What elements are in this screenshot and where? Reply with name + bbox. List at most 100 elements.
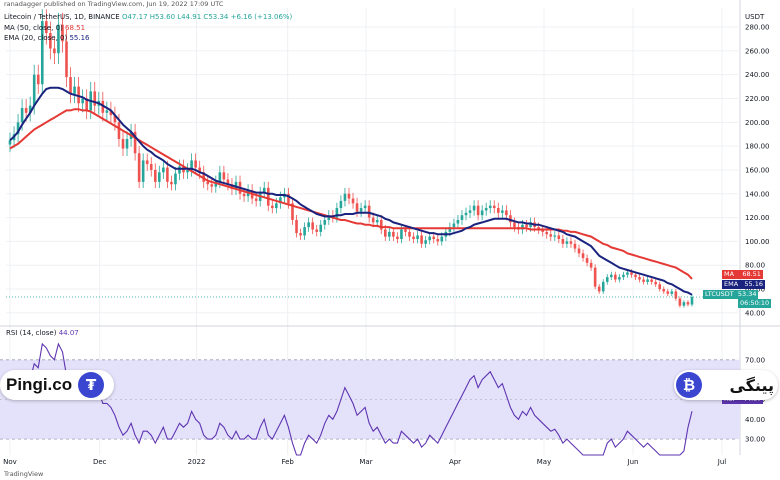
candle-body	[505, 210, 508, 216]
candle-body	[190, 160, 193, 170]
candle-body	[448, 227, 452, 232]
candle-body	[343, 193, 347, 201]
tether-icon: ₮	[78, 372, 105, 398]
candle-body	[634, 274, 637, 278]
candle-body	[662, 289, 666, 292]
price-tick-label: 160.00	[745, 166, 770, 174]
candle-body	[158, 172, 161, 182]
candle-body	[24, 108, 28, 113]
candle-body	[682, 302, 686, 306]
candle-body	[287, 193, 290, 204]
candle-body	[476, 205, 480, 216]
candle-body	[561, 239, 565, 244]
candle-countdown-tag: 06:50:10	[738, 299, 772, 308]
candle-body	[359, 208, 363, 212]
candle-body	[573, 243, 577, 249]
candle-body	[593, 267, 597, 287]
candle-body	[85, 98, 88, 111]
candle-body	[392, 231, 395, 237]
candle-body	[218, 172, 222, 182]
time-tick-label: Nov	[3, 458, 17, 466]
candle-body	[577, 248, 581, 254]
candle-body	[323, 219, 327, 225]
time-tick-label: Jul	[717, 458, 727, 466]
price-tick-label: 80.00	[745, 262, 765, 270]
symbol-header: Litecoin / TetherUS, 1D, BINANCE O47.17 …	[4, 13, 292, 21]
ma-price-tag: MA 68.51	[722, 270, 763, 279]
candle-body	[174, 173, 177, 185]
candle-body	[452, 223, 456, 228]
pingi-brand-badge[interactable]: Pingi.co ₮	[0, 370, 114, 400]
ohlc-values: O47.17 H53.60 L44.91 C53.34 +6.16 (+13.0…	[121, 13, 293, 21]
rsi-legend-label: RSI (14, close)	[6, 329, 57, 337]
price-tick-label: 140.00	[745, 190, 770, 198]
bitcoin-icon: ₿	[676, 372, 702, 398]
candle-body	[537, 227, 540, 230]
candle-body	[93, 91, 97, 106]
pingi-brand-badge-persian[interactable]: ₿ پینگی	[674, 370, 778, 400]
ma-tag-value: 68.51	[742, 270, 761, 278]
candle-body	[464, 212, 468, 216]
candle-body	[460, 215, 464, 220]
candle-body	[654, 281, 657, 285]
candle-body	[307, 222, 310, 228]
candle-body	[468, 210, 472, 213]
candle-body	[472, 205, 476, 211]
candle-body	[674, 291, 678, 299]
candle-body	[137, 153, 141, 182]
candle-body	[347, 193, 351, 199]
candle-body	[295, 219, 298, 234]
candle-body	[206, 181, 210, 185]
candle-body	[545, 231, 549, 235]
candle-body	[49, 33, 52, 49]
candle-body	[279, 197, 282, 204]
brand-name-persian: پینگی	[729, 375, 774, 395]
candle-body	[162, 167, 165, 173]
candle-body	[109, 110, 113, 116]
candle-body	[28, 105, 32, 113]
ema20-line	[9, 86, 693, 296]
rsi-legend[interactable]: RSI (14, close) 44.07	[6, 329, 79, 337]
ema-legend[interactable]: EMA (20, close, 0) 55.16	[4, 34, 90, 42]
price-tick-label: 120.00	[745, 214, 770, 222]
candle-body	[77, 86, 80, 104]
candle-body	[384, 229, 387, 237]
candle-body	[396, 236, 399, 240]
candle-body	[569, 241, 573, 244]
candle-body	[375, 219, 379, 223]
ma-legend-label: MA (50, close, 0)	[4, 24, 63, 32]
candle-body	[436, 239, 440, 242]
candle-body	[428, 236, 431, 241]
candle-body	[525, 224, 528, 228]
time-tick-label: Dec	[93, 458, 107, 466]
candle-body	[355, 203, 359, 212]
time-tick-label: Mar	[359, 458, 372, 466]
candle-body	[271, 205, 274, 209]
tradingview-logo[interactable]: TradingView	[4, 470, 44, 478]
ma-tag-name: MA	[724, 270, 735, 278]
candle-body	[36, 74, 40, 85]
candle-body	[16, 122, 20, 135]
candle-body	[400, 229, 403, 240]
time-tick-label: May	[537, 458, 551, 466]
candle-body	[166, 167, 169, 182]
ma50-line	[9, 108, 693, 280]
candle-body	[541, 229, 544, 232]
candle-body	[618, 277, 621, 280]
last-price-tag-value: 53.34	[737, 290, 757, 298]
last-price-tag-name: LTCUSDT	[705, 290, 734, 298]
candle-body	[351, 198, 355, 204]
candle-body	[262, 187, 266, 193]
currency-label: USDT	[745, 13, 765, 21]
candle-body	[496, 208, 500, 213]
ma-legend[interactable]: MA (50, close, 0) 68.51	[4, 24, 85, 32]
candle-body	[420, 235, 423, 244]
candle-body	[408, 231, 411, 237]
candle-body	[480, 210, 484, 216]
candle-body	[234, 181, 238, 190]
time-tick-label: Feb	[281, 458, 294, 466]
candle-body	[557, 235, 561, 240]
candle-body	[601, 281, 605, 292]
candle-body	[170, 181, 173, 185]
